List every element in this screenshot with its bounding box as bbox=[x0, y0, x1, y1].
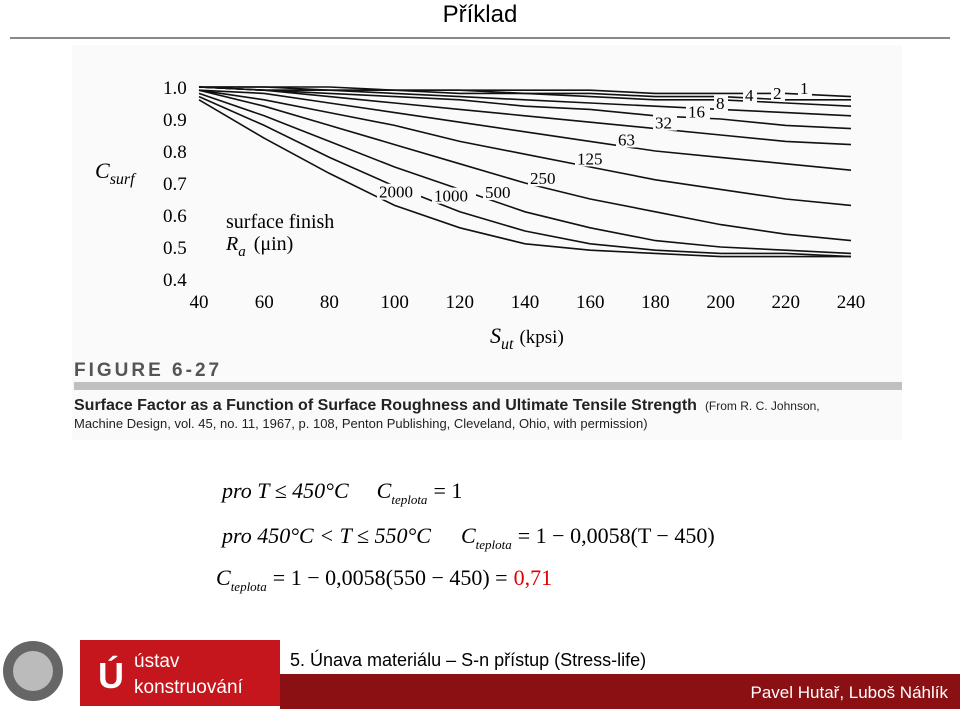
curve-label-bg bbox=[377, 183, 421, 200]
legend-symbol: R bbox=[225, 233, 238, 255]
caption-rule bbox=[74, 382, 902, 390]
lecture-title: 5. Únava materiálu – S-n přístup (Stress… bbox=[290, 649, 646, 670]
surface-curve bbox=[198, 86, 852, 117]
x-tick-label: 180 bbox=[641, 292, 670, 313]
y-axis-symbol: C bbox=[95, 158, 110, 183]
y-tick-label: 0.7 bbox=[163, 174, 187, 195]
curve-label-bg bbox=[616, 131, 640, 148]
curve-label: 16 bbox=[688, 102, 705, 121]
y-axis-label: Csurf bbox=[95, 158, 137, 188]
caption-title-text: Surface Factor as a Function of Surface … bbox=[74, 397, 697, 414]
surface-curve bbox=[198, 86, 852, 130]
curve-label: 63 bbox=[618, 130, 635, 149]
curve-label-bg bbox=[653, 114, 677, 131]
surface-curve bbox=[198, 86, 852, 146]
legend-title: surface finish bbox=[226, 211, 334, 233]
x-tick-label: 80 bbox=[320, 292, 339, 313]
curve-label-bg bbox=[432, 187, 476, 204]
x-tick-label: 120 bbox=[446, 292, 475, 313]
curve-label: 32 bbox=[655, 114, 672, 133]
eq-sub: teplota bbox=[391, 492, 428, 507]
logo-mark: Ú bbox=[98, 654, 124, 696]
curve-label-bg bbox=[575, 150, 609, 167]
eq-rhs: = 1 − 0,0058(T − 450) bbox=[518, 523, 715, 548]
y-tick-label: 0.5 bbox=[163, 238, 187, 259]
eq-result: 0,71 bbox=[514, 565, 553, 590]
y-axis-sub: surf bbox=[110, 171, 137, 188]
authors: Pavel Hutař, Luboš Náhlík bbox=[751, 683, 949, 702]
equations: pro T ≤ 450°C Cteplota = 1 pro 450°C < T ≤… bbox=[216, 478, 715, 594]
institute-logo bbox=[80, 640, 280, 706]
x-tick-label: 240 bbox=[837, 292, 866, 313]
curve-label: 1 bbox=[800, 79, 809, 98]
curve-label-bg bbox=[771, 85, 785, 102]
surface-curve bbox=[198, 92, 852, 255]
x-tick-label: 200 bbox=[706, 292, 735, 313]
eq-rhs: = 1 − 0,0058(550 − 450) = bbox=[273, 565, 508, 590]
curve-label-bg bbox=[798, 80, 812, 97]
curve-label: 8 bbox=[716, 94, 725, 113]
y-tick-label: 0.4 bbox=[163, 270, 187, 291]
equation: pro T ≤ 450°C Cteplota = 1 bbox=[220, 478, 462, 507]
curve-label-bg bbox=[686, 103, 710, 120]
y-tick-label: 0.8 bbox=[163, 142, 187, 163]
curve-label: 1000 bbox=[434, 187, 468, 206]
curve-label-bg bbox=[483, 184, 517, 201]
chart: Csurf Sut (kpsi) surface finish Ra (μin) 0… bbox=[95, 78, 865, 353]
legend-unit-text: (μin) bbox=[254, 233, 294, 255]
logo-line-2: konstruování bbox=[134, 677, 244, 698]
x-axis-unit: (kpsi) bbox=[519, 327, 563, 348]
x-tick-label: 140 bbox=[511, 292, 540, 313]
legend-sub: a bbox=[238, 244, 246, 260]
caption-source: (From R. C. Johnson, bbox=[705, 399, 820, 413]
eq-symbol: C bbox=[216, 565, 231, 590]
caption-source-2: Machine Design, vol. 45, no. 11, 1967, p… bbox=[74, 416, 648, 431]
surface-curve bbox=[198, 95, 852, 258]
figure-number: FIGURE 6-27 bbox=[74, 360, 222, 381]
x-axis-symbol: S bbox=[490, 323, 501, 348]
eq-symbol: C bbox=[377, 478, 392, 503]
gear-logo-inner bbox=[13, 651, 53, 691]
curve-label: 2 bbox=[773, 84, 782, 103]
legend-unit: Ra (μin) bbox=[225, 233, 293, 260]
curve-label: 125 bbox=[577, 149, 603, 168]
surface-curve bbox=[198, 89, 852, 171]
curve-label: 2000 bbox=[379, 183, 413, 202]
logo-line-1: ústav bbox=[134, 651, 180, 672]
eq-symbol: C bbox=[461, 523, 476, 548]
footer-bar bbox=[280, 674, 960, 709]
equation: Cteplota = 1 − 0,0058(550 − 450) = 0,71 bbox=[216, 565, 552, 594]
surface-curve bbox=[198, 89, 852, 242]
eq-condition: pro T ≤ 450°C bbox=[220, 478, 349, 503]
curve-label-bg bbox=[528, 170, 562, 187]
y-tick-label: 0.9 bbox=[163, 110, 187, 131]
x-tick-label: 160 bbox=[576, 292, 605, 313]
surface-curve bbox=[199, 86, 852, 98]
curve-label-bg bbox=[743, 86, 757, 103]
curve-label: 250 bbox=[530, 169, 556, 188]
eq-rhs: = 1 bbox=[433, 478, 462, 503]
eq-sub: teplota bbox=[476, 537, 513, 552]
y-tick-label: 0.6 bbox=[163, 206, 187, 227]
equation: pro 450°C < T ≤ 550°C Cteplota = 1 − 0,005… bbox=[220, 523, 715, 552]
x-tick-label: 60 bbox=[255, 292, 274, 313]
x-axis-sub: ut bbox=[501, 336, 514, 353]
x-axis-label: Sut (kpsi) bbox=[490, 323, 564, 353]
curve-label-bg bbox=[714, 95, 728, 112]
eq-condition: pro 450°C < T ≤ 550°C bbox=[220, 523, 431, 548]
caption-title: Surface Factor as a Function of Surface … bbox=[74, 397, 820, 414]
x-tick-label: 40 bbox=[190, 292, 209, 313]
surface-curve bbox=[198, 99, 851, 258]
surface-curve bbox=[198, 89, 852, 207]
eq-sub: teplota bbox=[231, 579, 268, 594]
x-tick-label: 220 bbox=[772, 292, 801, 313]
slide-title: Příklad bbox=[443, 1, 518, 28]
y-tick-label: 1.0 bbox=[163, 78, 187, 99]
x-tick-label: 100 bbox=[380, 292, 409, 313]
curve-label: 4 bbox=[745, 86, 754, 105]
curve-label: 500 bbox=[485, 183, 511, 202]
